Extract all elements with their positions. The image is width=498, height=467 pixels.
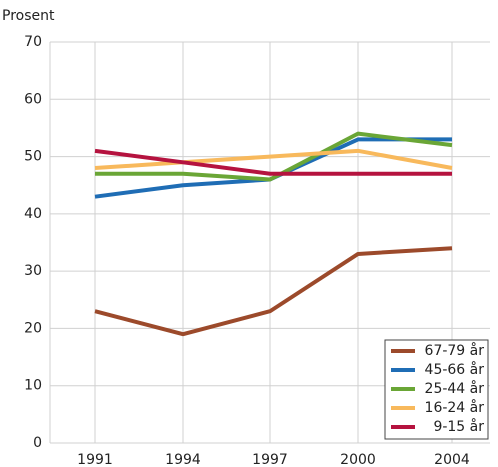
y-tick-label: 60 <box>24 91 42 107</box>
line-series <box>95 131 453 182</box>
y-tick-label: 0 <box>33 435 42 451</box>
y-tick-label: 50 <box>24 149 42 165</box>
y-tick-label: 70 <box>24 34 42 50</box>
y-tick-label: 30 <box>24 263 42 279</box>
y-tick-label: 20 <box>24 320 42 336</box>
x-tick-label: 1994 <box>165 452 201 467</box>
y-tick-label: 10 <box>24 378 42 394</box>
x-tick-label: 2000 <box>340 452 376 467</box>
y-tick-label: 40 <box>24 206 42 222</box>
x-tick-label: 2004 <box>434 452 470 467</box>
x-tick-label: 1997 <box>252 452 288 467</box>
legend-label: 45-66 år <box>425 361 485 378</box>
line-series <box>94 148 453 171</box>
line-series <box>94 148 452 176</box>
legend-label: 9-15 år <box>433 418 484 435</box>
legend-label: 67-79 år <box>425 342 485 359</box>
y-axis-label: Prosent <box>2 8 55 24</box>
x-tick-label: 1991 <box>77 452 113 467</box>
legend-label: 25-44 år <box>425 380 485 397</box>
line-series <box>94 246 453 337</box>
line-series <box>94 137 452 199</box>
legend-label: 16-24 år <box>425 399 485 416</box>
